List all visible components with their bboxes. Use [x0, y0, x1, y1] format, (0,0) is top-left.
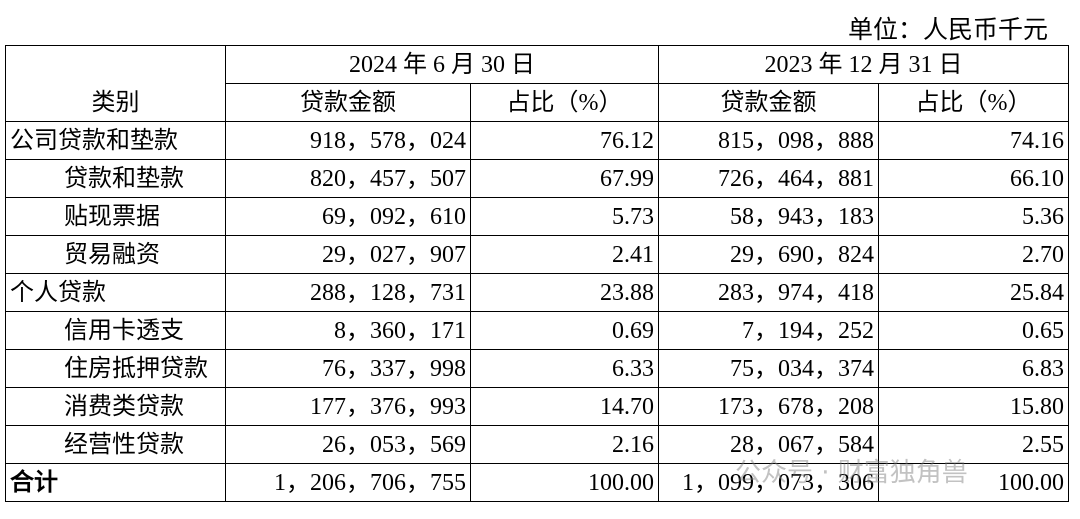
value-cell: 100.00	[470, 463, 659, 502]
data-row: 住房抵押贷款 76，337，998 6.33 75，034，374 6.83	[5, 349, 1069, 388]
value-cell: 0.65	[878, 311, 1069, 350]
value-cell: 14.70	[470, 387, 659, 426]
value-cell: 177，376，993	[225, 387, 471, 426]
category-cell: 公司贷款和垫款	[5, 121, 226, 160]
value-cell: 25.84	[878, 273, 1069, 312]
category-cell: 合计	[5, 463, 226, 502]
value-cell: 100.00	[878, 463, 1069, 502]
value-cell: 69，092，610	[225, 197, 471, 236]
value-cell: 1，099，073，306	[658, 463, 879, 502]
category-cell: 个人贷款	[5, 273, 226, 312]
category-cell: 信用卡透支	[5, 311, 226, 350]
value-cell: 5.73	[470, 197, 659, 236]
data-row: 贸易融资 29，027，907 2.41 29，690，824 2.70	[5, 235, 1069, 274]
value-cell: 76.12	[470, 121, 659, 160]
category-cell: 贸易融资	[5, 235, 226, 274]
table-body: 类别 2024 年 6 月 30 日 2023 年 12 月 31 日 贷款金额…	[5, 45, 1069, 502]
value-cell: 8，360，171	[225, 311, 471, 350]
header-cell: 2024 年 6 月 30 日	[225, 45, 659, 84]
value-cell: 2.70	[878, 235, 1069, 274]
data-row: 公司贷款和垫款 918，578，024 76.12 815，098，888 74.16	[5, 121, 1069, 160]
unit-label: 单位：人民币千元	[847, 17, 1048, 44]
data-row: 消费类贷款 177，376，993 14.70 173，678，208 15.80	[5, 387, 1069, 426]
value-cell: 6.83	[878, 349, 1069, 388]
value-cell: 66.10	[878, 159, 1069, 198]
data-row: 合计 1，206，706，755 100.00 1，099，073，306 100.00	[5, 463, 1069, 502]
data-row: 信用卡透支 8，360，171 0.69 7，194，252 0.65	[5, 311, 1069, 350]
header-cell: 占比（%）	[470, 83, 659, 122]
watermark: 公众号 · 财富独角兽	[735, 458, 968, 488]
data-row: 贴现票据 69，092，610 5.73 58，943，183 5.36	[5, 197, 1069, 236]
value-cell: 29，027，907	[225, 235, 471, 274]
value-cell: 2.41	[470, 235, 659, 274]
value-cell: 76，337，998	[225, 349, 471, 388]
value-cell: 1，206，706，755	[225, 463, 471, 502]
value-cell: 75，034，374	[658, 349, 879, 388]
value-cell: 5.36	[878, 197, 1069, 236]
category-cell: 消费类贷款	[5, 387, 226, 426]
header-cell: 贷款金额	[225, 83, 471, 122]
loan-table: 类别 2024 年 6 月 30 日 2023 年 12 月 31 日 贷款金额…	[5, 45, 1069, 502]
header-cell: 贷款金额	[658, 83, 879, 122]
value-cell: 74.16	[878, 121, 1069, 160]
value-cell: 7，194，252	[658, 311, 879, 350]
data-row: 贷款和垫款 820，457，507 67.99 726，464，881 66.10	[5, 159, 1069, 198]
value-cell: 15.80	[878, 387, 1069, 426]
value-cell: 58，943，183	[658, 197, 879, 236]
value-cell: 28，067，584	[658, 425, 879, 464]
header-cell: 类别	[5, 45, 226, 122]
category-cell: 住房抵押贷款	[5, 349, 226, 388]
header-row: 类别 2024 年 6 月 30 日 2023 年 12 月 31 日	[5, 45, 1069, 122]
value-cell: 283，974，418	[658, 273, 879, 312]
category-cell: 贷款和垫款	[5, 159, 226, 198]
data-row: 个人贷款 288，128，731 23.88 283，974，418 25.84	[5, 273, 1069, 312]
value-cell: 918，578，024	[225, 121, 471, 160]
category-cell: 经营性贷款	[5, 425, 226, 464]
value-cell: 29，690，824	[658, 235, 879, 274]
value-cell: 2.16	[470, 425, 659, 464]
value-cell: 820，457，507	[225, 159, 471, 198]
header-cell: 2023 年 12 月 31 日	[658, 45, 1069, 84]
value-cell: 67.99	[470, 159, 659, 198]
value-cell: 726，464，881	[658, 159, 879, 198]
value-cell: 173，678，208	[658, 387, 879, 426]
value-cell: 6.33	[470, 349, 659, 388]
value-cell: 815，098，888	[658, 121, 879, 160]
value-cell: 0.69	[470, 311, 659, 350]
value-cell: 23.88	[470, 273, 659, 312]
category-cell: 贴现票据	[5, 197, 226, 236]
value-cell: 26，053，569	[225, 425, 471, 464]
value-cell: 288，128，731	[225, 273, 471, 312]
header-cell: 占比（%）	[878, 83, 1069, 122]
